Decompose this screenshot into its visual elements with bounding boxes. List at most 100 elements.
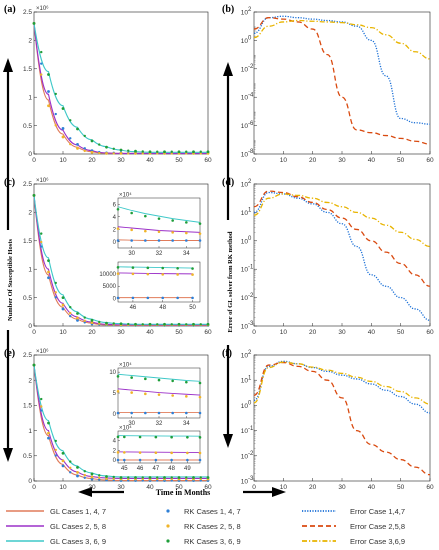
inset-y-tick-label: 0 xyxy=(113,458,117,464)
y-tick-label: 10 xyxy=(241,66,249,73)
x-tick-label: 20 xyxy=(88,329,96,336)
data-point xyxy=(170,150,173,153)
data-point xyxy=(61,296,65,299)
right-axis-arrowhead-down xyxy=(223,434,233,448)
y-tick-exponent: -8 xyxy=(248,149,254,155)
xlabel-arrowhead-left xyxy=(78,487,92,497)
inset-series-line xyxy=(117,206,201,223)
data-point xyxy=(69,314,72,318)
inset-data-point xyxy=(116,435,120,439)
y-tick-exponent: 0 xyxy=(248,401,252,407)
x-tick-label: 0 xyxy=(32,329,36,336)
data-point xyxy=(83,473,86,477)
y-tick-label: 10 xyxy=(241,38,249,45)
error-series-line xyxy=(253,19,431,60)
y-tick-label: 10 xyxy=(241,123,249,130)
y-tick-label: 10 xyxy=(241,403,249,410)
data-point xyxy=(170,152,173,155)
data-point xyxy=(47,431,50,435)
y-tick-exponent: -2 xyxy=(248,451,254,457)
data-point xyxy=(134,149,137,153)
y-tick-label: 1 xyxy=(28,428,32,435)
inset-data-point xyxy=(131,272,135,276)
inset-data-point xyxy=(157,217,161,220)
legend-err-label-3: Error Case 3,6,9 xyxy=(350,537,405,546)
error-series-line xyxy=(253,15,431,125)
inset-y-tick-label: 5 xyxy=(113,391,117,397)
inset-x-tick-label: 30 xyxy=(128,251,135,257)
data-point xyxy=(40,409,43,412)
inset-y-tick-label: 0 xyxy=(113,296,117,302)
error-series-line xyxy=(253,361,431,405)
panel-label-b: (b) xyxy=(222,4,234,15)
y-scale-label: ×10⁶ xyxy=(36,348,49,355)
x-tick-label: 60 xyxy=(426,329,434,336)
inset-data-point xyxy=(116,239,120,242)
x-tick-label: 30 xyxy=(117,329,125,336)
data-point xyxy=(90,472,94,476)
inset-data-point xyxy=(186,436,189,439)
inset-data-point xyxy=(171,239,174,242)
y-tick-exponent: -2 xyxy=(248,64,254,70)
inset-y-tick-label: 0 xyxy=(113,412,117,418)
xlabel: Time in Months xyxy=(156,488,211,497)
data-point xyxy=(40,245,43,248)
data-point xyxy=(105,152,108,155)
data-point xyxy=(148,150,152,154)
data-point xyxy=(192,322,195,326)
y-tick-exponent: -1 xyxy=(248,426,254,432)
inset-data-point xyxy=(185,221,188,224)
inset-data-point xyxy=(144,411,147,415)
y-tick-label: 1.5 xyxy=(23,403,32,410)
inset-data-point xyxy=(171,411,174,415)
data-point xyxy=(32,193,36,197)
data-point xyxy=(105,477,108,480)
inset-y-tick-label: 5000 xyxy=(103,284,117,290)
error-series-line xyxy=(253,193,431,248)
data-point xyxy=(54,448,57,452)
x-tick-label: 50 xyxy=(175,484,183,491)
y-tick-label: 10 xyxy=(241,479,249,486)
data-point xyxy=(32,363,36,367)
inset-data-point xyxy=(144,239,147,242)
inset-y-tick-label: 0 xyxy=(113,240,117,246)
plot-frame xyxy=(253,11,431,155)
data-point xyxy=(177,322,181,326)
panel-label-a: (a) xyxy=(4,4,16,15)
y-tick-exponent: 2 xyxy=(248,350,252,356)
inset-data-point xyxy=(157,393,161,396)
data-point xyxy=(177,476,181,479)
legend-rk-marker-3 xyxy=(166,539,170,543)
inset-plot: 0 2 4 6 30 32 34 ×10⁴ xyxy=(113,192,202,257)
x-tick-label: 40 xyxy=(146,157,154,164)
data-point xyxy=(76,312,79,315)
inset-data-point xyxy=(198,411,202,415)
y-tick-exponent: -1 xyxy=(248,264,254,270)
data-point xyxy=(69,311,72,315)
x-tick-label: 50 xyxy=(397,484,405,491)
data-point xyxy=(141,150,144,153)
inset-x-tick-label: 46 xyxy=(137,466,144,472)
y-tick-label: 2 xyxy=(28,210,32,217)
legend-rk-label-1: RK Cases 1, 4, 7 xyxy=(184,507,241,516)
panel-5-plot: 10 -310 -210 -110 010 110 20 10 20 30 40 50 60 xyxy=(241,350,434,491)
inset-plot: 0 5000 10000 46 48 50 xyxy=(99,261,201,311)
data-point xyxy=(61,459,65,463)
x-tick-label: 40 xyxy=(368,157,376,164)
data-point xyxy=(170,323,173,326)
data-point xyxy=(90,318,94,322)
data-point xyxy=(76,146,79,150)
x-tick-label: 60 xyxy=(426,157,434,164)
y-tick-label: 10 xyxy=(241,324,249,331)
y-tick-exponent: -4 xyxy=(248,92,254,98)
y-tick-label: 0 xyxy=(28,151,32,158)
y-tick-label: 10 xyxy=(241,95,249,102)
data-point xyxy=(112,147,115,150)
data-point xyxy=(76,474,79,478)
data-point xyxy=(98,151,101,155)
data-point xyxy=(134,152,137,155)
data-point xyxy=(47,270,50,274)
data-point xyxy=(119,476,123,479)
data-point xyxy=(69,466,72,470)
x-tick-label: 20 xyxy=(309,329,317,336)
